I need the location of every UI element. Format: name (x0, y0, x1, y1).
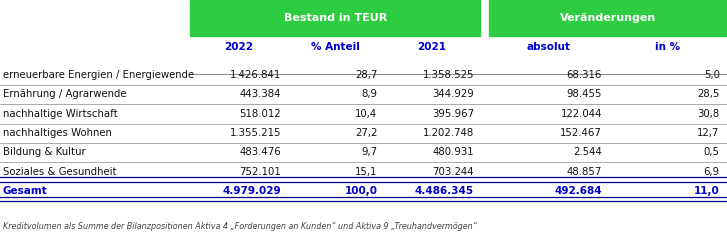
Text: 344.929: 344.929 (433, 90, 474, 99)
Text: 1.202.748: 1.202.748 (423, 128, 474, 138)
Text: erneuerbare Energien / Energiewende: erneuerbare Energien / Energiewende (3, 70, 194, 80)
Text: 443.384: 443.384 (240, 90, 281, 99)
Text: 480.931: 480.931 (433, 147, 474, 157)
Text: Gesamt: Gesamt (3, 186, 48, 196)
Text: Bildung & Kultur: Bildung & Kultur (3, 147, 86, 157)
Text: 30,8: 30,8 (697, 109, 720, 119)
Text: 122.044: 122.044 (561, 109, 602, 119)
Text: Soziales & Gesundheit: Soziales & Gesundheit (3, 167, 116, 176)
Text: 2.544: 2.544 (573, 147, 602, 157)
Text: 28,5: 28,5 (697, 90, 720, 99)
Text: 492.684: 492.684 (554, 186, 602, 196)
Text: 1.355.215: 1.355.215 (230, 128, 281, 138)
Text: nachhaltige Wirtschaft: nachhaltige Wirtschaft (3, 109, 118, 119)
Text: absolut: absolut (526, 42, 570, 52)
Text: 28,7: 28,7 (356, 70, 377, 80)
Text: 15,1: 15,1 (356, 167, 377, 176)
Text: in %: in % (655, 42, 680, 52)
Text: 152.467: 152.467 (560, 128, 602, 138)
Text: 395.967: 395.967 (432, 109, 474, 119)
Text: Kreditvolumen als Summe der Bilanzpositionen Aktiva 4 „Forderungen an Kunden“ un: Kreditvolumen als Summe der Bilanzpositi… (3, 222, 477, 231)
Text: Bestand in TEUR: Bestand in TEUR (284, 13, 387, 23)
Text: 100,0: 100,0 (345, 186, 377, 196)
Text: 752.101: 752.101 (239, 167, 281, 176)
Text: 98.455: 98.455 (566, 90, 602, 99)
Text: 4.979.029: 4.979.029 (222, 186, 281, 196)
Text: 27,2: 27,2 (356, 128, 377, 138)
Text: 48.857: 48.857 (566, 167, 602, 176)
Text: 2022: 2022 (224, 42, 253, 52)
Text: % Anteil: % Anteil (310, 42, 360, 52)
Text: 5,0: 5,0 (704, 70, 720, 80)
Text: 12,7: 12,7 (697, 128, 720, 138)
Text: 518.012: 518.012 (239, 109, 281, 119)
Text: 483.476: 483.476 (239, 147, 281, 157)
Text: 68.316: 68.316 (566, 70, 602, 80)
Text: 0,5: 0,5 (704, 147, 720, 157)
Text: 10,4: 10,4 (356, 109, 377, 119)
Text: Ernährung / Agrarwende: Ernährung / Agrarwende (3, 90, 126, 99)
Text: 1.426.841: 1.426.841 (230, 70, 281, 80)
Text: 1.358.525: 1.358.525 (422, 70, 474, 80)
Text: 11,0: 11,0 (694, 186, 720, 196)
Text: 9,7: 9,7 (361, 147, 377, 157)
Text: 4.486.345: 4.486.345 (415, 186, 474, 196)
Text: Veränderungen: Veränderungen (560, 13, 656, 23)
Text: nachhaltiges Wohnen: nachhaltiges Wohnen (3, 128, 112, 138)
Bar (489, 0, 727, 36)
Text: 6,9: 6,9 (704, 167, 720, 176)
Text: 703.244: 703.244 (433, 167, 474, 176)
Bar (190, 0, 480, 36)
Text: 8,9: 8,9 (361, 90, 377, 99)
Text: 2021: 2021 (417, 42, 446, 52)
